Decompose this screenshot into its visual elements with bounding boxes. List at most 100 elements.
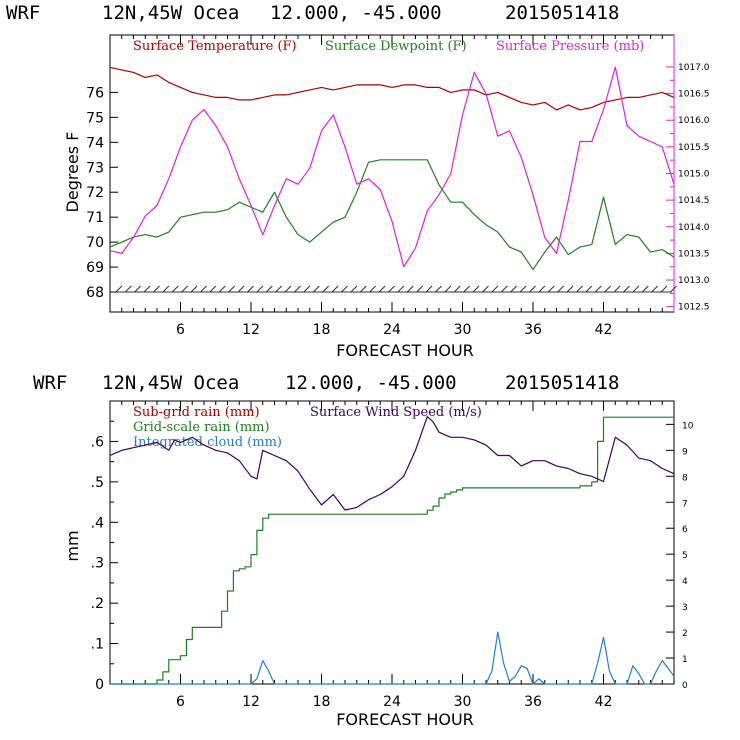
- wind-barb: [519, 285, 527, 293]
- wind-barb: [181, 285, 189, 293]
- wind-barb: [369, 285, 377, 293]
- panel1-y-axis-label: Degrees F: [63, 132, 82, 213]
- wind-barb: [529, 285, 536, 293]
- panel1-y-tick-label: 72: [86, 185, 104, 201]
- panel2-y2-tick-label: 0: [682, 681, 688, 691]
- wind-barb: [472, 285, 480, 293]
- wind-barb: [153, 285, 160, 293]
- wind-barb: [331, 285, 339, 293]
- wind-barb: [256, 285, 264, 293]
- wind-barb: [425, 285, 433, 293]
- panel1-y2-tick-label: 1017.0: [678, 63, 710, 73]
- wind-barb: [670, 285, 677, 293]
- panel2-y-tick-label: .5: [91, 475, 104, 491]
- wind-barb: [651, 285, 659, 293]
- wind-barb: [482, 285, 489, 293]
- legend-integrated-cloud: Integrated cloud (mm): [133, 435, 282, 450]
- wind-barb: [190, 285, 198, 293]
- wind-barb: [566, 285, 574, 293]
- panel2-title-coords: 12.000, -45.000: [285, 372, 457, 394]
- wind-barb: [143, 285, 151, 293]
- wind-barb: [162, 285, 170, 293]
- wind-barb: [303, 285, 311, 293]
- wind-barb: [115, 285, 123, 293]
- wind-barb: [228, 285, 236, 293]
- wind-barb: [124, 285, 132, 293]
- precipitation-panel: WRF 12N,45W Ocea 12.000, -45.000 2015051…: [33, 372, 694, 729]
- wind-barb: [416, 285, 424, 293]
- panel2-title-run: 2015051418: [505, 372, 619, 394]
- panel2-x-tick-label: 30: [454, 694, 472, 710]
- wind-barb: [359, 285, 367, 293]
- wind-barb: [209, 285, 217, 293]
- wind-barb: [284, 285, 292, 293]
- panel1-x-tick-label: 12: [242, 322, 260, 338]
- wind-barb: [134, 285, 142, 293]
- panel1-x-tick-label: 24: [383, 322, 401, 338]
- wind-barb: [294, 285, 301, 293]
- panel2-y2-tick-label: 2: [682, 629, 688, 639]
- series-line-surface-dewpoint: [109, 159, 675, 271]
- panel1-y-tick-label: 75: [86, 110, 104, 126]
- panel2-y-tick-label: .2: [91, 596, 104, 612]
- panel1-y-tick-label: 71: [86, 210, 104, 226]
- panel2-x-tick-label: 42: [595, 694, 613, 710]
- wind-barb: [378, 285, 386, 293]
- panel1-y2-tick-label: 1015.0: [678, 170, 710, 180]
- legend-surface-temperature: Surface Temperature (F): [133, 39, 297, 54]
- wind-barb: [200, 285, 207, 293]
- panel2-y2-tick-label: 1: [682, 655, 688, 665]
- panel2-y2-tick-label: 4: [682, 577, 688, 587]
- panel2-y2-tick-label: 9: [682, 447, 688, 457]
- panel2-y-tick-label: 0: [95, 677, 104, 693]
- panel1-y-tick-label: 76: [86, 85, 104, 101]
- wind-barb: [341, 285, 348, 293]
- panel1-y2-tick-label: 1016.5: [678, 90, 710, 100]
- legend-subgrid-rain: Sub-grid rain (mm): [133, 405, 260, 420]
- series-line-surface-pressure: [109, 66, 675, 268]
- panel2-y2-tick-label: 5: [682, 551, 688, 561]
- panel2-y-tick-label: .3: [91, 556, 104, 572]
- panel1-x-axis-label: FORECAST HOUR: [336, 341, 474, 360]
- panel1-y-tick-label: 73: [86, 160, 104, 176]
- wind-barb: [491, 285, 499, 293]
- panel1-x-tick-label: 18: [313, 322, 331, 338]
- panel1-x-tick-label: 6: [176, 322, 185, 338]
- panel1-title-location: 12N,45W Ocea: [102, 2, 239, 24]
- wind-barb: [444, 285, 452, 293]
- panel1-x-tick-label: 30: [454, 322, 472, 338]
- wind-barb: [397, 285, 405, 293]
- panel1-y-tick-label: 74: [86, 135, 104, 151]
- panel1-x-tick-label: 36: [524, 322, 542, 338]
- panel2-series: [109, 416, 675, 685]
- series-line-surface-wind-speed: [109, 416, 675, 511]
- panel1-y2-tick-label: 1012.5: [678, 303, 710, 313]
- wind-barb: [247, 285, 254, 293]
- panel1-y2-tick-label: 1014.0: [678, 223, 710, 233]
- panel1-plot-frame: [109, 34, 675, 313]
- wind-barb: [594, 285, 602, 293]
- series-line-grid-scale-rain: [110, 416, 674, 685]
- panel2-x-tick-label: 6: [176, 694, 185, 710]
- panel2-y2-tick-label: 3: [682, 603, 688, 613]
- panel2-x-tick-label: 24: [383, 694, 401, 710]
- wind-barb: [218, 285, 226, 293]
- panel2-y-tick-label: .6: [91, 434, 104, 450]
- panel2-title-model: WRF: [33, 372, 67, 394]
- panel1-y2-tick-label: 1013.0: [678, 276, 710, 286]
- wind-barb: [623, 285, 630, 293]
- wind-barb: [265, 285, 273, 293]
- wind-barb: [613, 285, 621, 293]
- wind-barb: [538, 285, 546, 293]
- panel1-title-run: 2015051418: [505, 2, 619, 24]
- panel2-title-location: 12N,45W Ocea: [102, 372, 239, 394]
- legend-surface-dewpoint: Surface Dewpoint (F): [325, 39, 467, 54]
- temperature-panel: WRF 12N,45W Ocea 12.000, -45.000 2015051…: [6, 2, 710, 360]
- panel1-y2-tick-label: 1015.5: [678, 143, 710, 153]
- wind-barb: [171, 285, 179, 293]
- wind-barb: [275, 285, 283, 293]
- wind-barb: [463, 285, 471, 293]
- panel2-y2-tick-label: 10: [682, 421, 694, 431]
